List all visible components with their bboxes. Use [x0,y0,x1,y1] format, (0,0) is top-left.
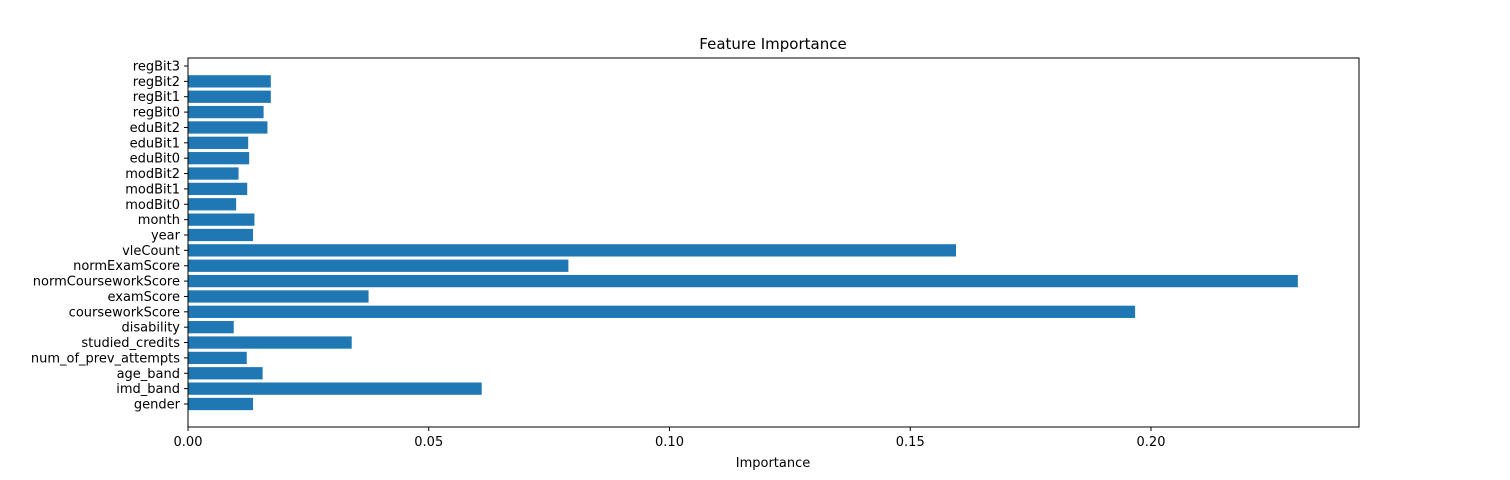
y-tick-label-gender: gender [134,398,181,413]
bar-regBit2 [188,75,271,88]
y-tick-label-studied_credits: studied_credits [81,336,180,351]
bar-courseworkScore [188,305,1136,318]
bar-examScore [188,290,369,303]
bar-eduBit0 [188,152,250,165]
bar-eduBit2 [188,121,268,134]
y-tick-label-age_band: age_band [117,367,180,382]
chart-title: Feature Importance [699,35,846,53]
bars-group [188,75,1298,411]
y-tick-label-imd_band: imd_band [116,382,180,397]
y-tick-label-disability: disability [122,321,181,336]
bar-disability [188,321,234,334]
y-tick-label-modBit1: modBit1 [125,182,180,197]
x-tick-label: 0.20 [1137,435,1166,450]
y-tick-label-month: month [138,213,180,228]
y-tick-label-examScore: examScore [107,290,180,305]
y-tick-label-vleCount: vleCount [122,244,180,259]
y-tick-label-year: year [151,229,181,244]
plot-frame [187,57,1360,428]
x-axis-label: Importance [736,456,811,471]
bar-age_band [188,367,263,380]
y-tick-label-eduBit1: eduBit1 [130,136,180,151]
bar-eduBit1 [188,136,249,149]
x-tick-label: 0.15 [896,435,925,450]
bar-modBit1 [188,182,248,196]
y-tick-label-num_of_prev_attempts: num_of_prev_attempts [31,351,180,366]
bar-gender [188,397,254,411]
bar-vleCount [188,244,956,257]
bar-imd_band [188,382,482,395]
bar-year [188,228,254,242]
y-tick-label-normCourseworkScore: normCourseworkScore [33,275,180,290]
y-tick-label-regBit3: regBit3 [133,60,180,75]
y-tick-label-regBit1: regBit1 [133,90,180,105]
y-tick-label-regBit2: regBit2 [133,75,180,90]
bar-studied_credits [188,336,352,349]
bar-num_of_prev_attempts [188,351,247,365]
y-tick-label-eduBit0: eduBit0 [130,152,180,167]
y-axis-ticks: genderimd_bandage_bandnum_of_prev_attemp… [31,60,188,413]
y-tick-label-normExamScore: normExamScore [73,259,180,274]
bar-regBit1 [188,90,271,103]
y-tick-label-modBit2: modBit2 [125,167,180,182]
bar-regBit0 [188,105,264,119]
x-tick-label: 0.05 [414,435,443,450]
bar-modBit0 [188,198,237,211]
y-tick-label-eduBit2: eduBit2 [130,121,180,136]
bar-normExamScore [188,259,569,272]
y-tick-label-regBit0: regBit0 [133,106,180,121]
y-tick-label-modBit0: modBit0 [125,198,180,213]
x-axis-ticks: 0.00 0.05 0.10 0.15 0.20 [174,427,1166,450]
x-tick-label: 0.00 [174,435,203,450]
bar-modBit2 [188,167,239,180]
x-tick-label: 0.10 [655,435,684,450]
bar-month [188,213,255,226]
bar-normCourseworkScore [188,274,1298,288]
y-tick-label-courseworkScore: courseworkScore [69,305,180,320]
